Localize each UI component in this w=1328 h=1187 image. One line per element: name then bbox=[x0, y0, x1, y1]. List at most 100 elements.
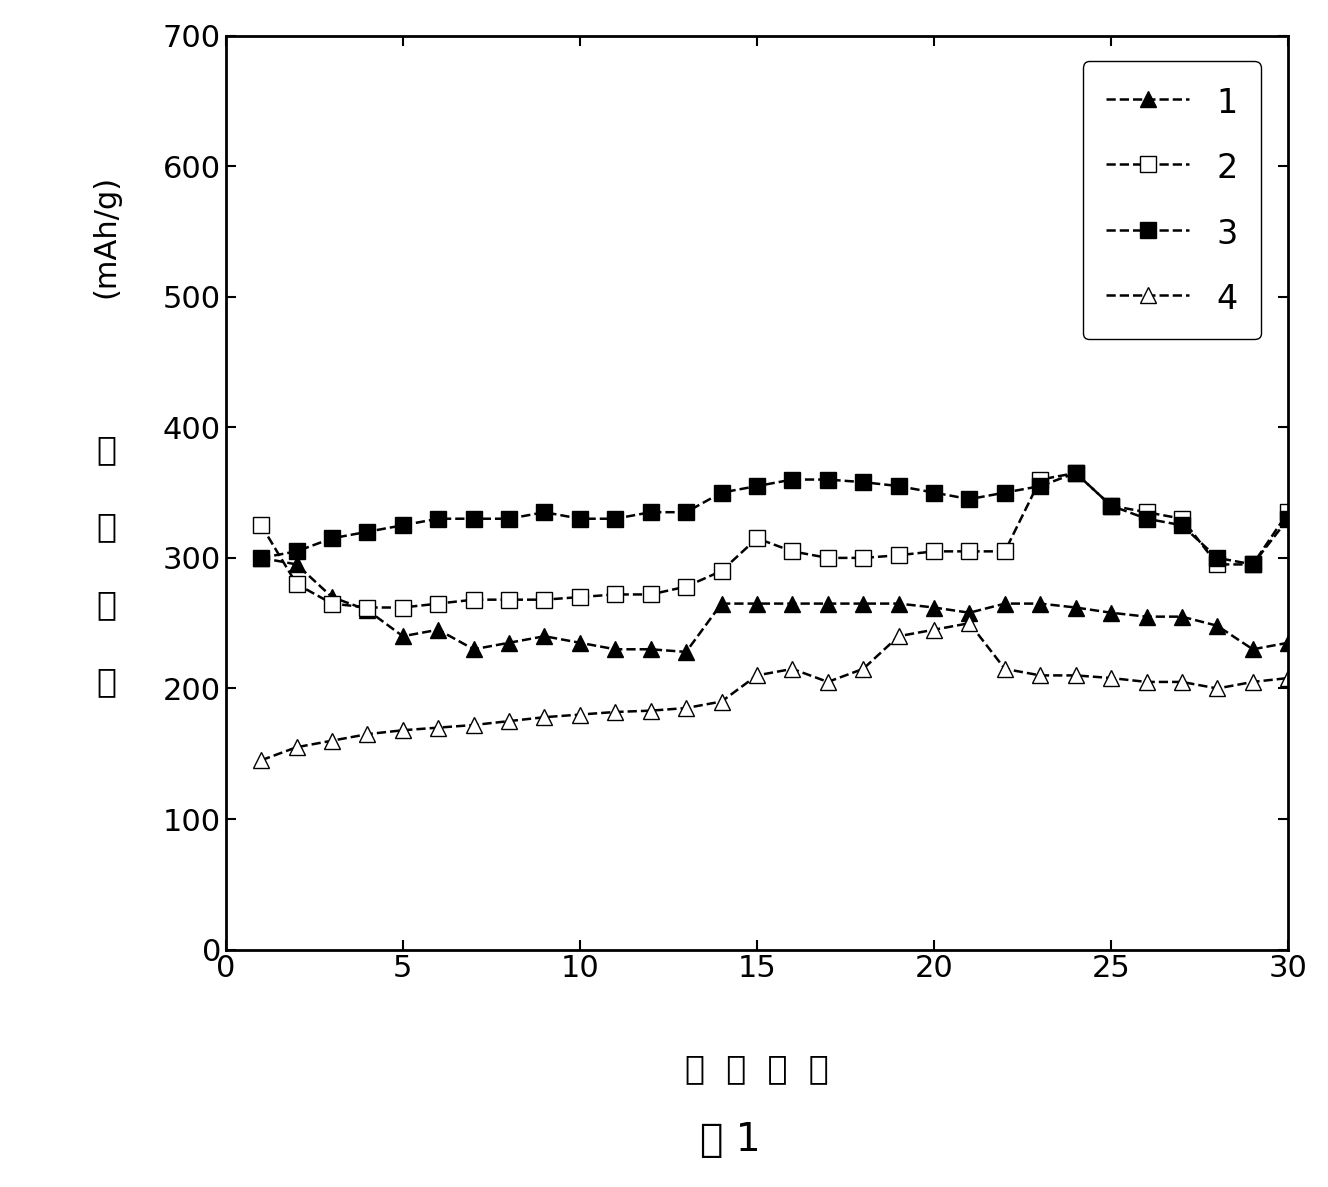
2 bbox=[572, 590, 588, 604]
1 bbox=[288, 558, 304, 572]
3 bbox=[997, 485, 1013, 500]
1 bbox=[1104, 605, 1120, 620]
4 bbox=[891, 629, 907, 643]
1 bbox=[997, 597, 1013, 611]
Line: 2: 2 bbox=[254, 465, 1296, 615]
1 bbox=[466, 642, 482, 656]
1 bbox=[1068, 601, 1084, 615]
4 bbox=[749, 668, 765, 683]
4 bbox=[1104, 671, 1120, 685]
3 bbox=[394, 519, 410, 533]
2 bbox=[961, 545, 977, 559]
2 bbox=[1210, 558, 1226, 572]
3 bbox=[324, 532, 340, 546]
3 bbox=[1068, 466, 1084, 481]
1 bbox=[324, 590, 340, 604]
4 bbox=[324, 734, 340, 748]
2 bbox=[785, 545, 801, 559]
1 bbox=[501, 636, 517, 650]
3 bbox=[855, 475, 871, 489]
4 bbox=[1244, 674, 1260, 688]
3 bbox=[1280, 512, 1296, 526]
3 bbox=[679, 506, 695, 520]
4 bbox=[1174, 674, 1190, 688]
3 bbox=[607, 512, 623, 526]
2 bbox=[501, 592, 517, 607]
1 bbox=[785, 597, 801, 611]
4 bbox=[1138, 674, 1154, 688]
2 bbox=[324, 597, 340, 611]
Line: 3: 3 bbox=[254, 465, 1296, 572]
4 bbox=[1280, 671, 1296, 685]
1 bbox=[1032, 597, 1048, 611]
2 bbox=[360, 601, 376, 615]
1 bbox=[1280, 636, 1296, 650]
4 bbox=[961, 616, 977, 630]
3 bbox=[360, 525, 376, 539]
1 bbox=[713, 597, 729, 611]
4 bbox=[537, 710, 552, 724]
Text: (mAh/g): (mAh/g) bbox=[92, 176, 121, 298]
3 bbox=[926, 485, 942, 500]
Text: 电: 电 bbox=[96, 510, 117, 544]
3 bbox=[961, 493, 977, 507]
3 bbox=[1138, 512, 1154, 526]
4 bbox=[679, 700, 695, 715]
1 bbox=[360, 603, 376, 617]
4 bbox=[572, 707, 588, 722]
2 bbox=[537, 592, 552, 607]
3 bbox=[537, 506, 552, 520]
4 bbox=[997, 662, 1013, 677]
3 bbox=[891, 480, 907, 494]
1 bbox=[254, 551, 270, 565]
1 bbox=[855, 597, 871, 611]
1 bbox=[749, 597, 765, 611]
1 bbox=[1244, 642, 1260, 656]
2 bbox=[1068, 466, 1084, 481]
Legend: 1, 2, 3, 4: 1, 2, 3, 4 bbox=[1082, 62, 1260, 339]
2 bbox=[997, 545, 1013, 559]
1 bbox=[537, 629, 552, 643]
4 bbox=[926, 623, 942, 637]
4 bbox=[1210, 681, 1226, 696]
2 bbox=[607, 588, 623, 602]
2 bbox=[1104, 499, 1120, 513]
2 bbox=[1138, 506, 1154, 520]
1 bbox=[607, 642, 623, 656]
3 bbox=[1174, 519, 1190, 533]
4 bbox=[713, 694, 729, 709]
4 bbox=[1032, 668, 1048, 683]
Text: 放: 放 bbox=[96, 433, 117, 466]
2 bbox=[1174, 512, 1190, 526]
4 bbox=[360, 726, 376, 741]
3 bbox=[466, 512, 482, 526]
4 bbox=[394, 723, 410, 737]
1 bbox=[430, 623, 446, 637]
2 bbox=[466, 592, 482, 607]
4 bbox=[855, 662, 871, 677]
3 bbox=[1104, 499, 1120, 513]
2 bbox=[430, 597, 446, 611]
Text: 图 1: 图 1 bbox=[700, 1121, 761, 1159]
2 bbox=[713, 564, 729, 578]
3 bbox=[254, 551, 270, 565]
2 bbox=[1032, 472, 1048, 487]
1 bbox=[679, 645, 695, 659]
4 bbox=[643, 704, 659, 718]
3 bbox=[643, 506, 659, 520]
1 bbox=[1138, 610, 1154, 624]
1 bbox=[643, 642, 659, 656]
2 bbox=[926, 545, 942, 559]
3 bbox=[713, 485, 729, 500]
3 bbox=[1244, 558, 1260, 572]
2 bbox=[891, 548, 907, 563]
Text: 循  环  次  数: 循 环 次 数 bbox=[685, 1052, 829, 1085]
2 bbox=[679, 579, 695, 594]
3 bbox=[1032, 480, 1048, 494]
4 bbox=[607, 705, 623, 719]
3 bbox=[819, 472, 835, 487]
Line: 4: 4 bbox=[254, 616, 1296, 768]
1 bbox=[961, 605, 977, 620]
4 bbox=[1068, 668, 1084, 683]
4 bbox=[785, 662, 801, 677]
